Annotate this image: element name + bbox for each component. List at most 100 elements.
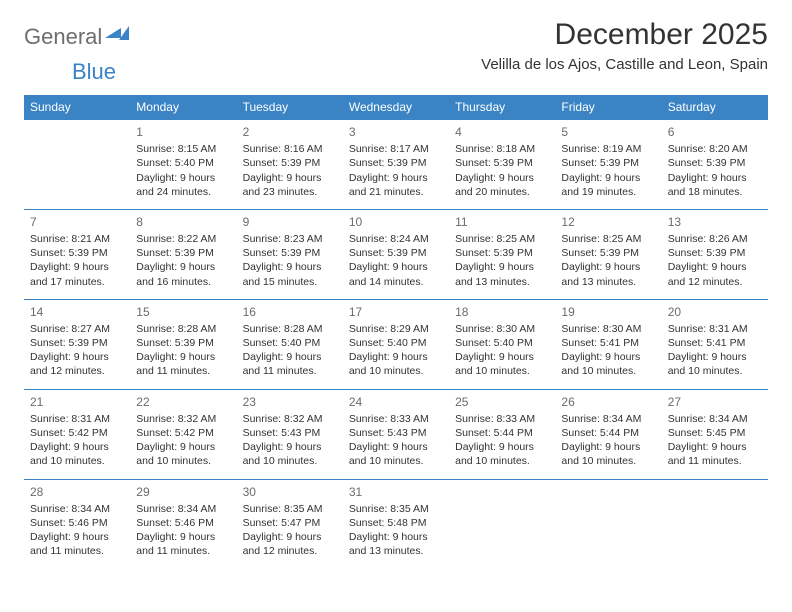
daylight-text: Daylight: 9 hours	[136, 260, 230, 274]
calendar-cell: 15Sunrise: 8:28 AMSunset: 5:39 PMDayligh…	[130, 299, 236, 389]
daylight-text: and 11 minutes.	[243, 364, 337, 378]
sunset-text: Sunset: 5:39 PM	[455, 156, 549, 170]
calendar-cell: 22Sunrise: 8:32 AMSunset: 5:42 PMDayligh…	[130, 389, 236, 479]
calendar-row: 14Sunrise: 8:27 AMSunset: 5:39 PMDayligh…	[24, 299, 768, 389]
day-number: 16	[243, 304, 337, 320]
daylight-text: and 24 minutes.	[136, 185, 230, 199]
sunrise-text: Sunrise: 8:34 AM	[30, 502, 124, 516]
day-number: 10	[349, 214, 443, 230]
sunrise-text: Sunrise: 8:34 AM	[668, 412, 762, 426]
sunrise-text: Sunrise: 8:35 AM	[243, 502, 337, 516]
daylight-text: Daylight: 9 hours	[136, 440, 230, 454]
calendar-cell: 3Sunrise: 8:17 AMSunset: 5:39 PMDaylight…	[343, 120, 449, 210]
calendar-cell: 12Sunrise: 8:25 AMSunset: 5:39 PMDayligh…	[555, 209, 661, 299]
day-number: 9	[243, 214, 337, 230]
daylight-text: Daylight: 9 hours	[30, 350, 124, 364]
day-number: 26	[561, 394, 655, 410]
sunrise-text: Sunrise: 8:31 AM	[668, 322, 762, 336]
calendar-cell: 20Sunrise: 8:31 AMSunset: 5:41 PMDayligh…	[662, 299, 768, 389]
daylight-text: Daylight: 9 hours	[668, 260, 762, 274]
daylight-text: Daylight: 9 hours	[30, 440, 124, 454]
calendar-cell: 11Sunrise: 8:25 AMSunset: 5:39 PMDayligh…	[449, 209, 555, 299]
daylight-text: Daylight: 9 hours	[455, 171, 549, 185]
daylight-text: and 17 minutes.	[30, 275, 124, 289]
daylight-text: and 11 minutes.	[136, 544, 230, 558]
daylight-text: and 15 minutes.	[243, 275, 337, 289]
sunset-text: Sunset: 5:39 PM	[30, 336, 124, 350]
daylight-text: Daylight: 9 hours	[668, 440, 762, 454]
daylight-text: Daylight: 9 hours	[136, 530, 230, 544]
calendar-table: Sunday Monday Tuesday Wednesday Thursday…	[24, 95, 768, 568]
sunrise-text: Sunrise: 8:23 AM	[243, 232, 337, 246]
daylight-text: Daylight: 9 hours	[455, 350, 549, 364]
daylight-text: and 10 minutes.	[136, 454, 230, 468]
sunrise-text: Sunrise: 8:17 AM	[349, 142, 443, 156]
day-number: 7	[30, 214, 124, 230]
daylight-text: Daylight: 9 hours	[668, 171, 762, 185]
daylight-text: and 21 minutes.	[349, 185, 443, 199]
sunrise-text: Sunrise: 8:16 AM	[243, 142, 337, 156]
logo: General	[24, 24, 129, 50]
day-number: 22	[136, 394, 230, 410]
day-number: 17	[349, 304, 443, 320]
title-block: December 2025 Velilla de los Ajos, Casti…	[481, 18, 768, 73]
col-tuesday: Tuesday	[237, 95, 343, 120]
sunrise-text: Sunrise: 8:15 AM	[136, 142, 230, 156]
day-number: 15	[136, 304, 230, 320]
col-monday: Monday	[130, 95, 236, 120]
sunset-text: Sunset: 5:45 PM	[668, 426, 762, 440]
sunset-text: Sunset: 5:48 PM	[349, 516, 443, 530]
day-number: 31	[349, 484, 443, 500]
sunset-text: Sunset: 5:43 PM	[349, 426, 443, 440]
daylight-text: Daylight: 9 hours	[136, 350, 230, 364]
day-number: 27	[668, 394, 762, 410]
calendar-cell: 9Sunrise: 8:23 AMSunset: 5:39 PMDaylight…	[237, 209, 343, 299]
sunset-text: Sunset: 5:39 PM	[668, 156, 762, 170]
day-number: 18	[455, 304, 549, 320]
daylight-text: and 18 minutes.	[668, 185, 762, 199]
sunset-text: Sunset: 5:39 PM	[349, 246, 443, 260]
calendar-cell	[662, 479, 768, 568]
sunrise-text: Sunrise: 8:28 AM	[136, 322, 230, 336]
col-saturday: Saturday	[662, 95, 768, 120]
calendar-cell: 18Sunrise: 8:30 AMSunset: 5:40 PMDayligh…	[449, 299, 555, 389]
logo-text-blue: Blue	[72, 59, 116, 84]
day-number: 25	[455, 394, 549, 410]
col-friday: Friday	[555, 95, 661, 120]
page-title: December 2025	[481, 18, 768, 52]
sunset-text: Sunset: 5:39 PM	[243, 156, 337, 170]
sunrise-text: Sunrise: 8:31 AM	[30, 412, 124, 426]
daylight-text: Daylight: 9 hours	[349, 350, 443, 364]
day-number: 23	[243, 394, 337, 410]
daylight-text: Daylight: 9 hours	[243, 440, 337, 454]
daylight-text: and 10 minutes.	[243, 454, 337, 468]
daylight-text: and 19 minutes.	[561, 185, 655, 199]
sunrise-text: Sunrise: 8:22 AM	[136, 232, 230, 246]
calendar-cell: 1Sunrise: 8:15 AMSunset: 5:40 PMDaylight…	[130, 120, 236, 210]
sunset-text: Sunset: 5:39 PM	[30, 246, 124, 260]
day-number: 2	[243, 124, 337, 140]
sail-icon	[119, 26, 129, 40]
sunset-text: Sunset: 5:44 PM	[561, 426, 655, 440]
daylight-text: and 10 minutes.	[30, 454, 124, 468]
daylight-text: Daylight: 9 hours	[349, 171, 443, 185]
sunset-text: Sunset: 5:39 PM	[349, 156, 443, 170]
sunset-text: Sunset: 5:39 PM	[561, 156, 655, 170]
sunrise-text: Sunrise: 8:28 AM	[243, 322, 337, 336]
calendar-cell: 7Sunrise: 8:21 AMSunset: 5:39 PMDaylight…	[24, 209, 130, 299]
sunrise-text: Sunrise: 8:33 AM	[455, 412, 549, 426]
calendar-cell	[24, 120, 130, 210]
day-number: 30	[243, 484, 337, 500]
day-number: 14	[30, 304, 124, 320]
sunrise-text: Sunrise: 8:34 AM	[136, 502, 230, 516]
daylight-text: and 10 minutes.	[349, 454, 443, 468]
day-number: 1	[136, 124, 230, 140]
daylight-text: Daylight: 9 hours	[455, 260, 549, 274]
sunrise-text: Sunrise: 8:26 AM	[668, 232, 762, 246]
daylight-text: Daylight: 9 hours	[243, 530, 337, 544]
calendar-cell: 16Sunrise: 8:28 AMSunset: 5:40 PMDayligh…	[237, 299, 343, 389]
calendar-cell	[449, 479, 555, 568]
daylight-text: and 10 minutes.	[561, 364, 655, 378]
calendar-cell: 4Sunrise: 8:18 AMSunset: 5:39 PMDaylight…	[449, 120, 555, 210]
daylight-text: and 10 minutes.	[349, 364, 443, 378]
